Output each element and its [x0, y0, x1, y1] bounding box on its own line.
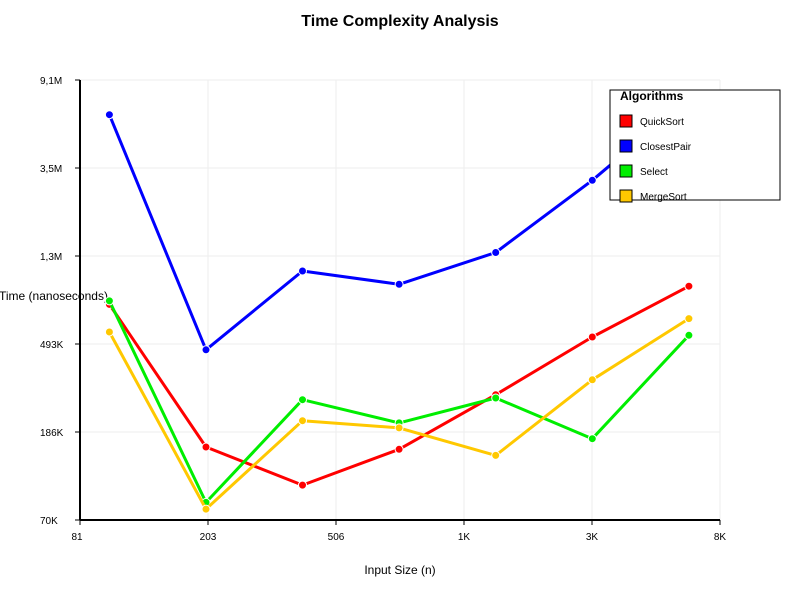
data-point-closestpair [104, 110, 114, 120]
y-tick-label: 3,5M [40, 164, 62, 175]
legend-swatch-quicksort [619, 114, 633, 128]
legend-swatch-select [619, 164, 633, 178]
x-tick-label: 1K [458, 532, 471, 543]
y-tick-label: 186K [40, 428, 64, 439]
legend-label-quicksort: QuickSort [640, 117, 684, 128]
data-point-select [298, 395, 307, 405]
y-tick-label: 70K [40, 516, 58, 527]
legend-label-mergesort: MergeSort [640, 192, 687, 203]
legend-label-select: Select [640, 167, 668, 178]
legend-box [609, 89, 781, 201]
y-tick-label: 493K [40, 340, 64, 351]
x-tick-label: 81 [71, 532, 83, 543]
x-axis-label: Input Size (n) [364, 563, 435, 577]
legend: Algorithms QuickSort ClosestPair Select Mer… [609, 89, 781, 203]
data-point-closestpair [298, 266, 307, 276]
legend-title: Algorithms [620, 89, 684, 103]
series-line-quicksort [108, 284, 690, 487]
data-point-select [104, 296, 114, 306]
chart-title: Time Complexity Analysis [301, 13, 499, 30]
data-point-mergesort [587, 375, 597, 385]
data-point-select [684, 330, 694, 340]
series-line-closestpair [108, 97, 690, 352]
data-point-quicksort [298, 480, 307, 490]
data-point-select [491, 393, 501, 403]
data-point-mergesort [298, 416, 307, 426]
y-axis-label: Time (nanoseconds) [0, 289, 108, 303]
data-point-mergesort [104, 327, 114, 337]
data-point-closestpair [587, 175, 597, 185]
series-group [104, 94, 694, 514]
data-point-closestpair [201, 345, 211, 355]
y-axis-ticks: 70K 186K 493K 1,3M 3,5M 9,1M [40, 76, 80, 527]
data-point-mergesort [201, 504, 211, 514]
x-tick-label: 8K [714, 532, 727, 543]
data-point-quicksort [684, 281, 694, 291]
legend-items: QuickSort ClosestPair Select MergeSort [619, 114, 692, 203]
x-tick-label: 3K [586, 532, 599, 543]
y-tick-label: 1,3M [40, 252, 62, 263]
data-point-mergesort [684, 314, 694, 324]
x-axis-ticks: 81 203 506 1K 3K 8K [71, 520, 726, 543]
data-point-closestpair [491, 248, 501, 257]
grid [80, 79, 721, 520]
data-point-closestpair [394, 279, 404, 289]
data-point-quicksort [201, 442, 211, 452]
data-point-quicksort [587, 332, 597, 342]
legend-label-closestpair: ClosestPair [640, 142, 692, 153]
legend-swatch-closestpair [619, 139, 633, 153]
data-point-mergesort [491, 450, 501, 460]
y-tick-label: 9,1M [40, 76, 62, 87]
x-tick-label: 203 [200, 532, 217, 543]
data-point-quicksort [394, 444, 404, 454]
legend-swatch-mergesort [619, 189, 633, 203]
data-point-mergesort [394, 423, 404, 433]
data-point-select [587, 434, 597, 444]
x-tick-label: 506 [328, 532, 345, 543]
